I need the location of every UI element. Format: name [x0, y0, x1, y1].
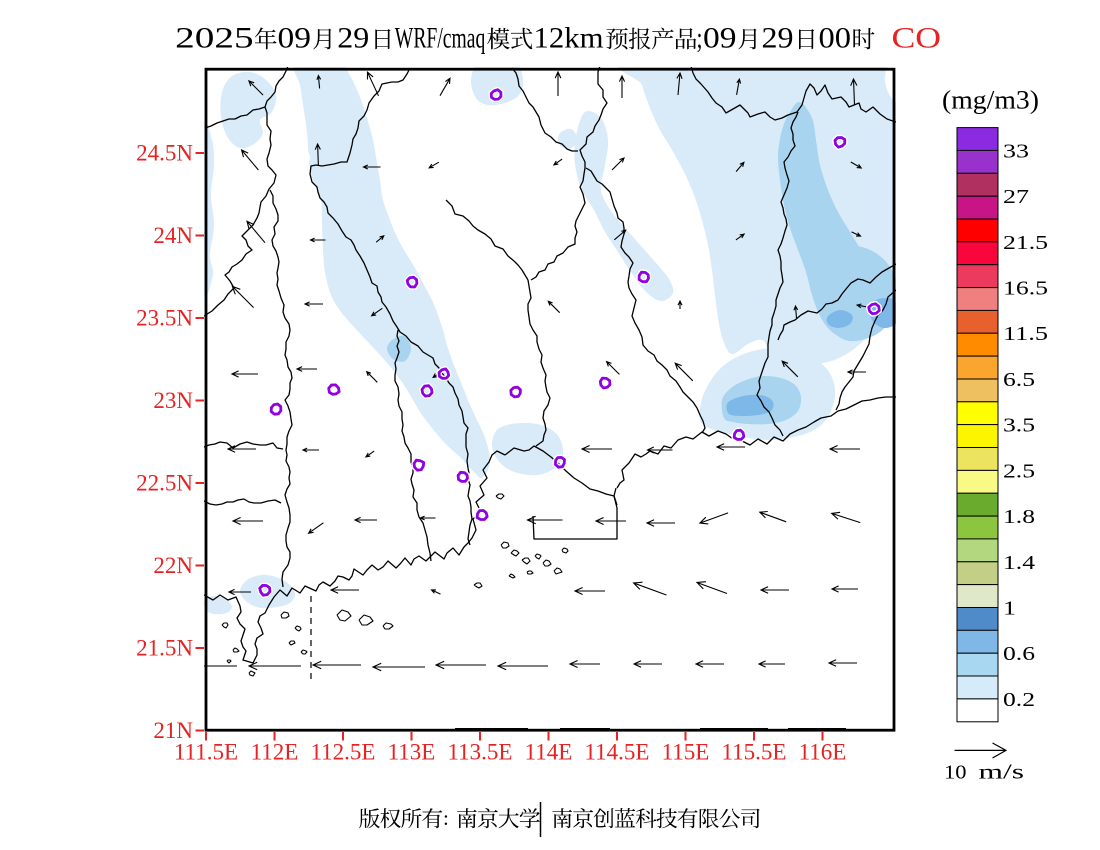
svg-text:1.4: 1.4	[1003, 552, 1035, 574]
svg-text:00: 00	[819, 23, 852, 55]
svg-text:113E: 113E	[388, 740, 436, 765]
svg-text:33: 33	[1003, 140, 1029, 162]
svg-text:10: 10	[944, 761, 967, 783]
svg-text:114.5E: 114.5E	[585, 740, 650, 765]
svg-text:16.5: 16.5	[1003, 278, 1048, 300]
svg-text:115.5E: 115.5E	[722, 740, 787, 765]
svg-text:0.2: 0.2	[1003, 689, 1035, 711]
svg-text:29: 29	[762, 23, 794, 55]
svg-text:115E: 115E	[662, 740, 710, 765]
svg-text:12km: 12km	[534, 23, 604, 55]
svg-text:0.6: 0.6	[1003, 643, 1035, 665]
svg-text:;: ;	[697, 23, 703, 55]
svg-text:11.5: 11.5	[1003, 323, 1048, 345]
svg-text:6.5: 6.5	[1003, 369, 1035, 391]
svg-text:23N: 23N	[153, 388, 193, 413]
svg-text:29: 29	[337, 23, 369, 55]
svg-text:112.5E: 112.5E	[311, 740, 376, 765]
svg-text:3.5: 3.5	[1003, 415, 1035, 437]
svg-text:1.8: 1.8	[1003, 506, 1035, 528]
svg-text:24.5N: 24.5N	[136, 141, 193, 166]
svg-text:22N: 22N	[153, 553, 193, 578]
svg-text:1: 1	[1003, 598, 1016, 620]
svg-text:2.5: 2.5	[1003, 460, 1035, 482]
svg-text:27: 27	[1003, 186, 1029, 208]
svg-text:22.5N: 22.5N	[136, 471, 193, 496]
svg-text::: :	[443, 806, 449, 830]
svg-text:2025: 2025	[175, 23, 254, 55]
svg-text:114E: 114E	[525, 740, 573, 765]
svg-text:(mg/m3): (mg/m3)	[942, 86, 1039, 115]
svg-text:116E: 116E	[799, 740, 847, 765]
svg-text:WRF/cmaq: WRF/cmaq	[395, 23, 486, 55]
svg-text:24N: 24N	[153, 223, 193, 248]
svg-text:23.5N: 23.5N	[136, 306, 193, 331]
svg-text:113.5E: 113.5E	[448, 740, 513, 765]
svg-text:m/s: m/s	[979, 759, 1025, 783]
svg-text:21.5: 21.5	[1003, 232, 1048, 254]
svg-text:111.5E: 111.5E	[174, 740, 238, 765]
svg-text:21N: 21N	[153, 718, 193, 743]
svg-text:CO: CO	[892, 23, 942, 55]
svg-text:112E: 112E	[251, 740, 299, 765]
svg-text:09: 09	[703, 23, 737, 55]
svg-text:21.5N: 21.5N	[136, 636, 193, 661]
svg-text:09: 09	[278, 23, 312, 55]
